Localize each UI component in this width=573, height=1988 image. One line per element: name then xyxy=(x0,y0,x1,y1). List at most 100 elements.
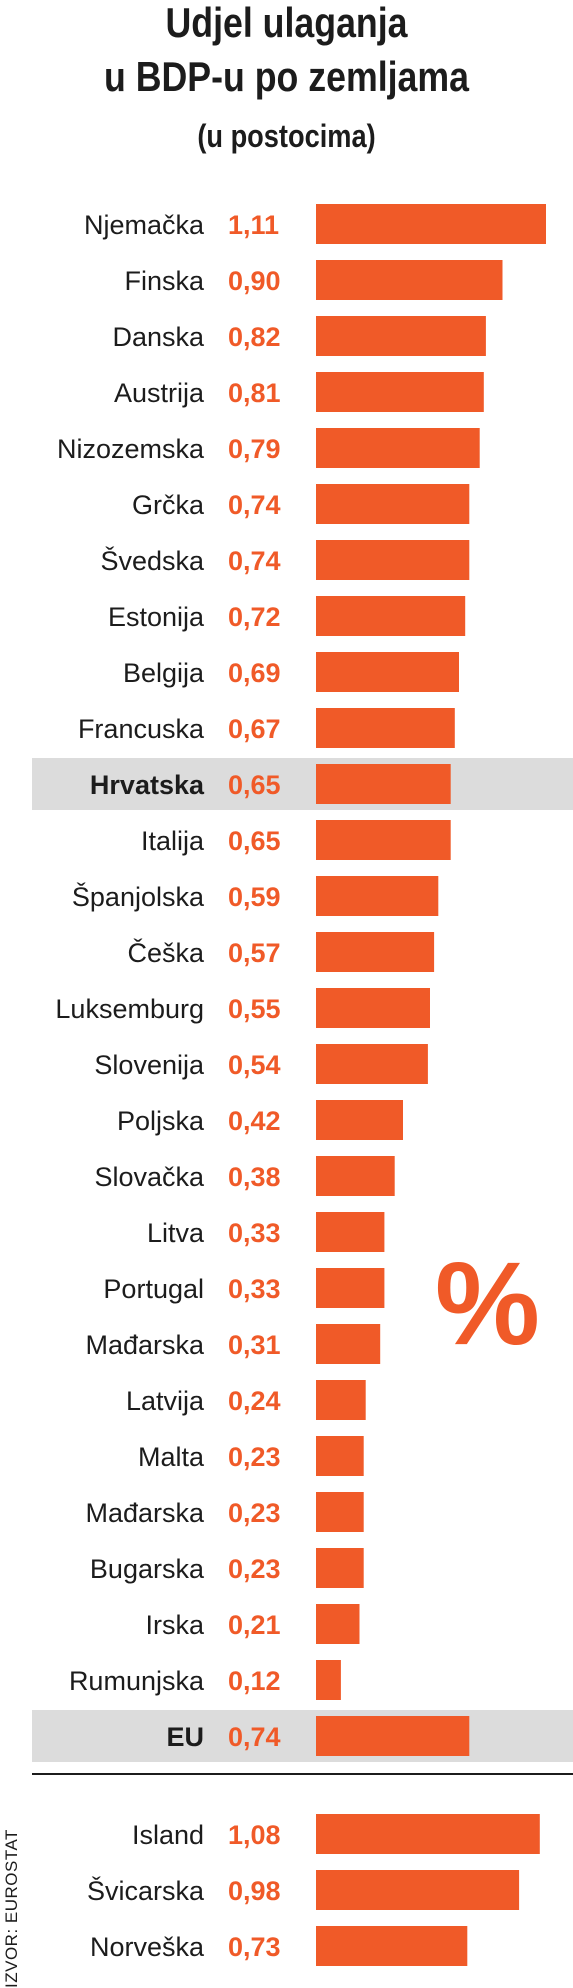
bar xyxy=(316,428,480,468)
value-label: 0,23 xyxy=(228,1554,281,1584)
bar xyxy=(316,1324,381,1364)
category-label: Slovačka xyxy=(94,1162,205,1192)
source-text: IZVOR: EUROSTAT xyxy=(2,1829,21,1988)
category-label: Grčka xyxy=(132,490,205,520)
value-label: 0,69 xyxy=(228,658,281,688)
category-label: Španjolska xyxy=(72,881,205,912)
value-label: 0,74 xyxy=(228,1722,281,1752)
bar xyxy=(316,316,486,356)
bar xyxy=(316,372,484,412)
bar xyxy=(316,932,435,972)
bar xyxy=(316,1268,385,1308)
bar xyxy=(316,540,470,580)
bar xyxy=(316,1660,341,1700)
bar xyxy=(316,1436,364,1476)
value-label: 0,38 xyxy=(228,1162,281,1192)
highlight-band xyxy=(32,1710,573,1762)
bar xyxy=(316,1492,364,1532)
value-label: 0,23 xyxy=(228,1498,281,1528)
value-label: 1,11 xyxy=(228,210,279,240)
value-label: 0,59 xyxy=(228,882,281,912)
bar xyxy=(316,1044,428,1084)
bar xyxy=(316,708,455,748)
bar xyxy=(316,764,451,804)
category-label: Belgija xyxy=(123,658,205,688)
category-label: Norveška xyxy=(90,1932,205,1962)
bar xyxy=(316,1814,540,1854)
bar xyxy=(316,1926,468,1966)
bar xyxy=(316,484,470,524)
category-label: Slovenija xyxy=(94,1050,205,1080)
value-label: 0,42 xyxy=(228,1106,281,1136)
bar xyxy=(316,1870,520,1910)
category-label: Irska xyxy=(145,1610,204,1640)
value-label: 0,82 xyxy=(228,322,281,352)
value-label: 0,74 xyxy=(228,546,281,576)
bar xyxy=(316,204,546,244)
category-label: Danska xyxy=(112,322,205,352)
value-label: 0,24 xyxy=(228,1386,281,1416)
bar xyxy=(316,820,451,860)
chart-title-line2: u BDP-u po zemljama xyxy=(104,53,469,100)
value-label: 0,74 xyxy=(228,490,281,520)
bar xyxy=(316,1100,403,1140)
value-label: 0,33 xyxy=(228,1218,281,1248)
value-label: 0,81 xyxy=(228,378,281,408)
bar xyxy=(316,1380,366,1420)
category-label: Češka xyxy=(127,937,205,968)
category-label: Hrvatska xyxy=(90,770,205,800)
value-label: 0,55 xyxy=(228,994,281,1024)
category-label: Finska xyxy=(124,266,205,296)
category-label: Austrija xyxy=(114,378,205,408)
category-label: EU xyxy=(166,1722,204,1752)
chart-title-line1: Udjel ulaganja xyxy=(165,0,408,46)
source-note: IZVOR: EUROSTAT xyxy=(0,1755,21,1988)
category-label: Luksemburg xyxy=(55,994,204,1024)
category-label: Poljska xyxy=(117,1106,205,1136)
value-label: 0,65 xyxy=(228,770,281,800)
bar xyxy=(316,876,439,916)
category-label: Italija xyxy=(141,826,205,856)
value-label: 1,08 xyxy=(228,1820,281,1850)
value-label: 0,33 xyxy=(228,1274,281,1304)
bar xyxy=(316,1156,395,1196)
category-label: Island xyxy=(132,1820,204,1850)
category-label: Rumunjska xyxy=(69,1666,205,1696)
bar xyxy=(316,1604,360,1644)
value-label: 0,72 xyxy=(228,602,281,632)
category-label: Francuska xyxy=(78,714,205,744)
bar xyxy=(316,1212,385,1252)
chart-subtitle: (u postocima) xyxy=(197,118,376,154)
bar xyxy=(316,1548,364,1588)
value-label: 0,65 xyxy=(228,826,281,856)
category-label: Mađarska xyxy=(85,1498,205,1528)
category-label: Estonija xyxy=(108,602,205,632)
bar xyxy=(316,260,503,300)
value-label: 0,23 xyxy=(228,1442,281,1472)
value-label: 0,31 xyxy=(228,1330,281,1360)
category-label: Bugarska xyxy=(90,1554,205,1584)
bar xyxy=(316,596,466,636)
value-label: 0,73 xyxy=(228,1932,281,1962)
category-label: Portugal xyxy=(103,1274,204,1304)
value-label: 0,54 xyxy=(228,1050,281,1080)
category-label: Švedska xyxy=(100,545,205,576)
category-label: Njemačka xyxy=(84,210,205,240)
category-label: Latvija xyxy=(126,1386,205,1416)
category-label: Malta xyxy=(138,1442,205,1472)
category-label: Mađarska xyxy=(85,1330,205,1360)
value-label: 0,12 xyxy=(228,1666,281,1696)
category-label: Švicarska xyxy=(87,1875,205,1906)
value-label: 0,67 xyxy=(228,714,281,744)
bar xyxy=(316,652,459,692)
highlight-band xyxy=(32,758,573,810)
bar xyxy=(316,988,430,1028)
value-label: 0,90 xyxy=(228,266,281,296)
bar xyxy=(316,1716,470,1756)
category-label: Litva xyxy=(147,1218,205,1248)
value-label: 0,21 xyxy=(228,1610,281,1640)
value-label: 0,57 xyxy=(228,938,281,968)
value-label: 0,98 xyxy=(228,1876,281,1906)
value-label: 0,79 xyxy=(228,434,281,464)
